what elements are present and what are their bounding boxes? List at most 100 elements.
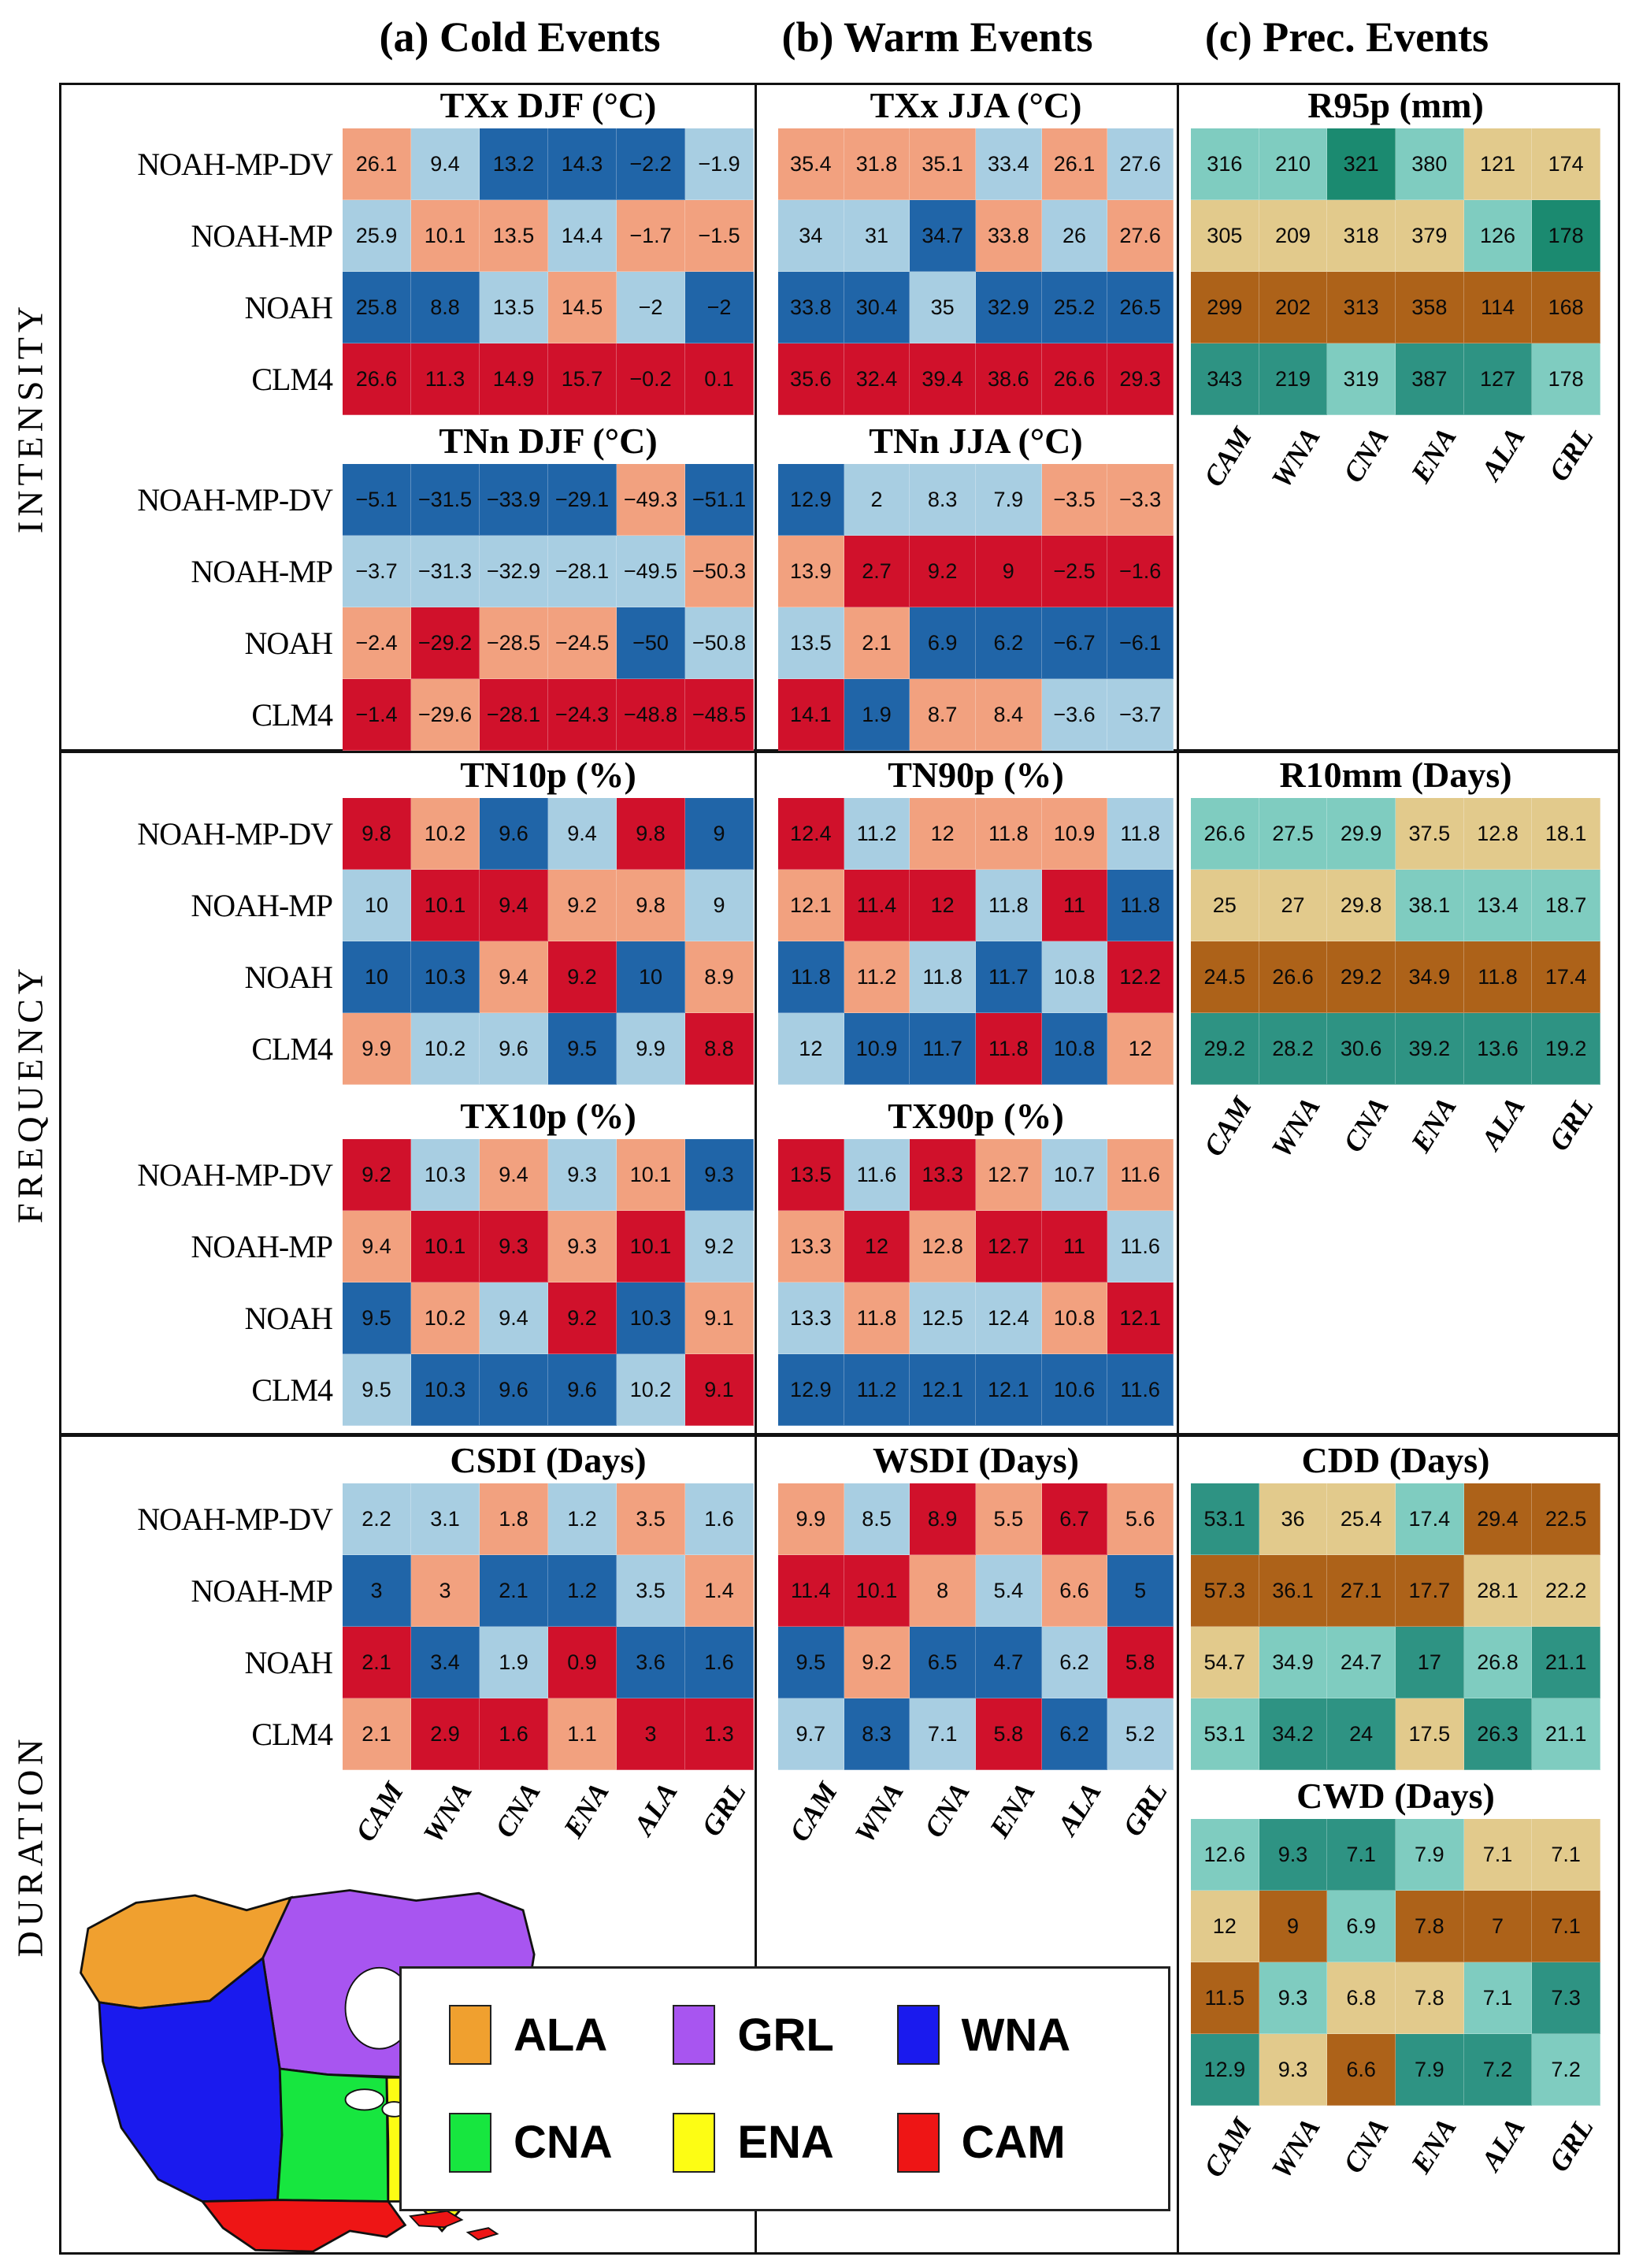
heatmap-cell-txx_djf-NOAH-CNA: 13.5	[480, 272, 548, 343]
region-tick-cell: GRL	[685, 1770, 754, 1910]
heatmap-cell-tx10p-NOAH-MP-DV-CAM: 9.2	[343, 1139, 411, 1211]
region-tick-cell: CNA	[1327, 415, 1396, 555]
heatmap-cell-txx_djf-NOAH-MP-DV-CNA: 13.2	[480, 128, 548, 200]
row-label-noah: NOAH	[244, 1645, 333, 1680]
legend-item-grl: GRL	[673, 2005, 896, 2066]
heatmap-cell-tnn_jja-CLM4-ALA: −3.6	[1041, 679, 1108, 751]
heatmap-cell-cwd-NOAH-MP-CAM: 12	[1191, 1891, 1259, 1962]
heatmap-cell-tnn_djf-NOAH-GRL: −50.8	[685, 607, 754, 679]
legend-item-ena: ENA	[673, 2112, 896, 2173]
heatmap-cell-txx_djf-CLM4-ENA: 15.7	[548, 343, 617, 415]
heatmap-cell-r10mm-CLM4-WNA: 28.2	[1259, 1013, 1328, 1085]
heatmap-cell-r95p-NOAH-CAM: 299	[1191, 272, 1259, 343]
heatmap-cell-tn10p-NOAH-GRL: 8.9	[685, 941, 754, 1013]
heatmap-cell-tx10p-NOAH-WNA: 10.2	[411, 1282, 480, 1354]
region-tick-cell: GRL	[1532, 2106, 1600, 2246]
heatmap-cell-wsdi-NOAH-MP-DV-GRL: 5.6	[1107, 1483, 1174, 1555]
heatmap-cell-cwd-NOAH-MP-ENA: 7.8	[1395, 1891, 1464, 1962]
heatmap-cell-csdi-CLM4-ENA: 1.1	[548, 1698, 617, 1770]
heatmap-cell-csdi-NOAH-MP-ENA: 1.2	[548, 1555, 617, 1627]
heatmap-cell-tnn_jja-NOAH-MP-DV-CAM: 12.9	[778, 464, 844, 536]
heatmap-cell-txx_jja-NOAH-MP-DV-GRL: 27.6	[1107, 128, 1174, 200]
heatmap-cell-r95p-NOAH-MP-DV-WNA: 210	[1259, 128, 1328, 200]
heatmap-cell-csdi-NOAH-WNA: 3.4	[411, 1627, 480, 1698]
row-label-noah: NOAH	[244, 290, 333, 325]
heatmap-cell-cdd-CLM4-GRL: 21.1	[1532, 1698, 1600, 1770]
heatmap-cell-tnn_djf-CLM4-ALA: −48.8	[617, 679, 685, 751]
heatmap-cell-tnn_jja-NOAH-CAM: 13.5	[778, 607, 844, 679]
heatmap-cell-tn90p-NOAH-ENA: 11.7	[975, 941, 1042, 1013]
panel-title: R95p (mm)	[1307, 85, 1484, 125]
heatmap-cell-tx90p-CLM4-ALA: 10.6	[1041, 1354, 1108, 1426]
heatmap-cell-tnn_jja-NOAH-CNA: 6.9	[910, 607, 976, 679]
heatmap-cell-r95p-NOAH-MP-ENA: 379	[1395, 200, 1464, 272]
heatmap-cell-tx10p-CLM4-CAM: 9.5	[343, 1354, 411, 1426]
heatmap-cell-tn10p-CLM4-ALA: 9.9	[617, 1013, 685, 1085]
heatmap-cell-tx90p-CLM4-CAM: 12.9	[778, 1354, 844, 1426]
heatmap-cell-tx90p-CLM4-GRL: 11.6	[1107, 1354, 1174, 1426]
heatmap-cell-wsdi-NOAH-MP-GRL: 5	[1107, 1555, 1174, 1627]
heatmap-cell-txx_jja-NOAH-MP-WNA: 31	[844, 200, 910, 272]
heatmap-cell-tnn_jja-NOAH-MP-ALA: −2.5	[1041, 536, 1108, 607]
region-tick-cell: CAM	[1191, 415, 1259, 555]
legend-item-wna: WNA	[896, 2005, 1121, 2066]
heatmap-cell-txx_djf-CLM4-CNA: 14.9	[480, 343, 548, 415]
heatmap-cell-cdd-NOAH-MP-DV-WNA: 36	[1259, 1483, 1328, 1555]
heatmap-txx-djf: TXx DJF (°C) 26.1 9.4 13.2 14.3 −2.2 −1.9 25.9…	[137, 84, 754, 415]
heatmap-cell-cdd-NOAH-MP-ALA: 28.1	[1463, 1555, 1533, 1627]
heatmap-cell-tnn_jja-NOAH-MP-DV-WNA: 2	[844, 464, 910, 536]
heatmap-cell-tn90p-NOAH-MP-DV-WNA: 11.2	[844, 798, 910, 870]
heatmap-cell-wsdi-CLM4-ALA: 6.2	[1041, 1698, 1108, 1770]
heatmap-cell-tnn_djf-CLM4-WNA: −29.6	[411, 679, 480, 751]
heatmap-cell-txx_jja-NOAH-MP-DV-ENA: 33.4	[975, 128, 1042, 200]
heatmap-cell-r95p-CLM4-WNA: 219	[1259, 343, 1328, 415]
heatmap-cell-cwd-CLM4-ALA: 7.2	[1463, 2034, 1533, 2106]
x-tick-label-wna: WNA	[417, 1776, 479, 1849]
heatmap-wsdi: WSDI (Days) 9.9 8.5 8.9 5.5 6.7 5.6 11.4 10.1 8 5…	[778, 1439, 1174, 1848]
heatmap-cell-tnn_djf-NOAH-MP-ENA: −28.1	[548, 536, 617, 607]
heatmap-cell-cwd-NOAH-MP-ALA: 7	[1463, 1891, 1533, 1962]
heatmap-cell-tn10p-NOAH-MP-ALA: 9.8	[617, 870, 685, 941]
heatmap-cell-tx10p-CLM4-ALA: 10.2	[617, 1354, 685, 1426]
heatmap-cell-tnn_jja-NOAH-MP-ENA: 9	[975, 536, 1042, 607]
heatmap-cell-cwd-NOAH-CAM: 11.5	[1191, 1962, 1259, 2034]
heatmap-cell-tx90p-CLM4-WNA: 11.2	[844, 1354, 910, 1426]
heatmap-cell-cdd-NOAH-MP-DV-CAM: 53.1	[1191, 1483, 1259, 1555]
heatmap-cell-tnn_djf-NOAH-ALA: −50	[617, 607, 685, 679]
heatmap-cell-txx_jja-NOAH-MP-ENA: 33.8	[975, 200, 1042, 272]
heatmap-cell-wsdi-NOAH-CNA: 6.5	[910, 1627, 976, 1698]
panel-title: CSDI (Days)	[450, 1440, 647, 1480]
region-legend: ALA GRL WNA CNA ENA CAM	[399, 1966, 1170, 2211]
heatmap-cell-r10mm-NOAH-MP-DV-CAM: 26.6	[1191, 798, 1259, 870]
heatmap-cell-tn90p-NOAH-MP-CNA: 12	[910, 870, 976, 941]
heatmap-txx-jja: TXx JJA (°C) 35.4 31.8 35.1 33.4 26.1 27.6 34 3…	[778, 84, 1174, 415]
heatmap-cell-r10mm-CLM4-CAM: 29.2	[1191, 1013, 1259, 1085]
x-tick-label-cam: CAM	[1197, 421, 1259, 492]
heatmap-tnn-jja: TNn JJA (°C) 12.9 2 8.3 7.9 −3.5 −3.3 13.9 2.7 9…	[778, 420, 1174, 751]
heatmap-cell-tnn_djf-CLM4-CNA: −28.1	[480, 679, 548, 751]
heatmap-cell-tn90p-NOAH-MP-WNA: 11.4	[844, 870, 910, 941]
row-label-noah-mp: NOAH-MP	[191, 888, 333, 923]
heatmap-cell-r95p-CLM4-CNA: 319	[1327, 343, 1396, 415]
heatmap-tn90p: TN90p (%) 12.4 11.2 12 11.8 10.9 11.8 12.1 11.4…	[778, 754, 1174, 1085]
heatmap-cell-cwd-CLM4-CNA: 6.6	[1327, 2034, 1396, 2106]
divider-intensity-frequency	[59, 749, 1620, 753]
heatmap-cell-csdi-NOAH-MP-DV-GRL: 1.6	[685, 1483, 754, 1555]
region-tick-cell: ALA	[1042, 1770, 1108, 1910]
heatmap-cell-tx90p-NOAH-MP-DV-ALA: 10.7	[1041, 1139, 1108, 1211]
heatmap-cell-cdd-NOAH-CNA: 24.7	[1327, 1627, 1396, 1698]
heatmap-cell-wsdi-NOAH-ALA: 6.2	[1041, 1627, 1108, 1698]
heatmap-cell-tnn_jja-NOAH-MP-DV-ENA: 7.9	[975, 464, 1042, 536]
legend-swatch-cam	[896, 2112, 940, 2173]
heatmap-cell-tn90p-CLM4-WNA: 10.9	[844, 1013, 910, 1085]
legend-label: ENA	[737, 2117, 834, 2169]
heatmap-cell-r95p-NOAH-MP-DV-ALA: 121	[1463, 128, 1533, 200]
heatmap-cell-r10mm-NOAH-MP-DV-CNA: 29.9	[1327, 798, 1396, 870]
panel-title: TX90p (%)	[888, 1096, 1064, 1136]
row-label-clm4: CLM4	[251, 1717, 333, 1752]
map-island-hispaniola	[465, 2227, 499, 2241]
heatmap-cell-tn10p-NOAH-MP-GRL: 9	[685, 870, 754, 941]
heatmap-cell-tnn_djf-NOAH-ENA: −24.5	[548, 607, 617, 679]
region-tick-cell: WNA	[1259, 1085, 1328, 1225]
